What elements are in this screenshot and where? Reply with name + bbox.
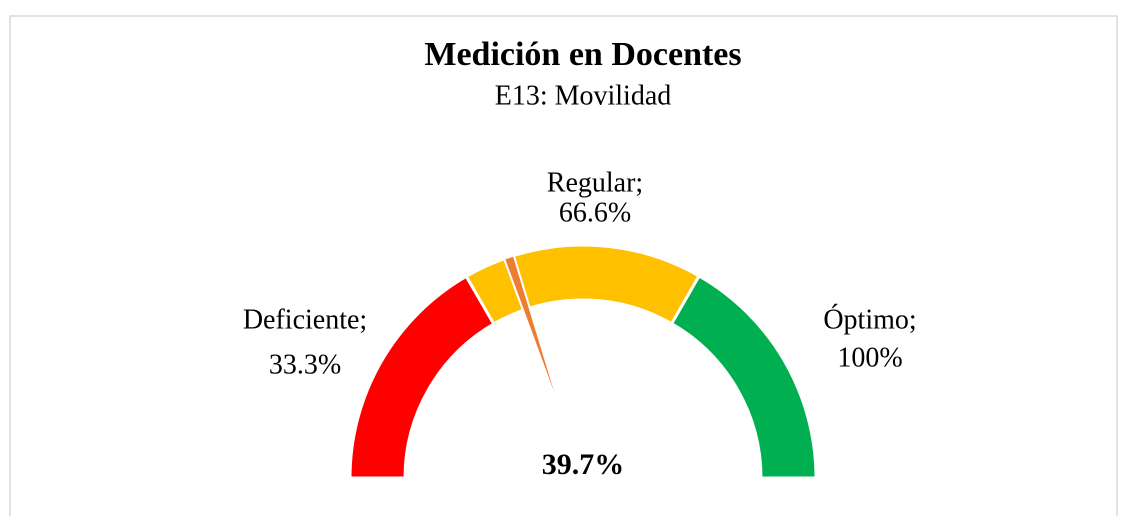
band-name: Óptimo; <box>823 304 916 335</box>
chart-subtitle: E13: Movilidad <box>495 80 672 111</box>
gauge-band <box>669 273 818 480</box>
chart-title: Medición en Docentes <box>424 36 741 73</box>
band-name: Deficiente; <box>243 304 367 335</box>
gauge-band <box>464 243 702 326</box>
band-value-label: 100% <box>837 342 902 373</box>
gauge-band <box>348 274 496 480</box>
gauge-needle <box>502 254 567 426</box>
needle-value-label: 39.7% <box>542 448 625 481</box>
chart-frame <box>9 15 1118 516</box>
band-value-label: 33.3% <box>269 349 341 380</box>
band-name: Regular; <box>547 167 643 198</box>
band-value-label: 66.6% <box>559 197 631 228</box>
